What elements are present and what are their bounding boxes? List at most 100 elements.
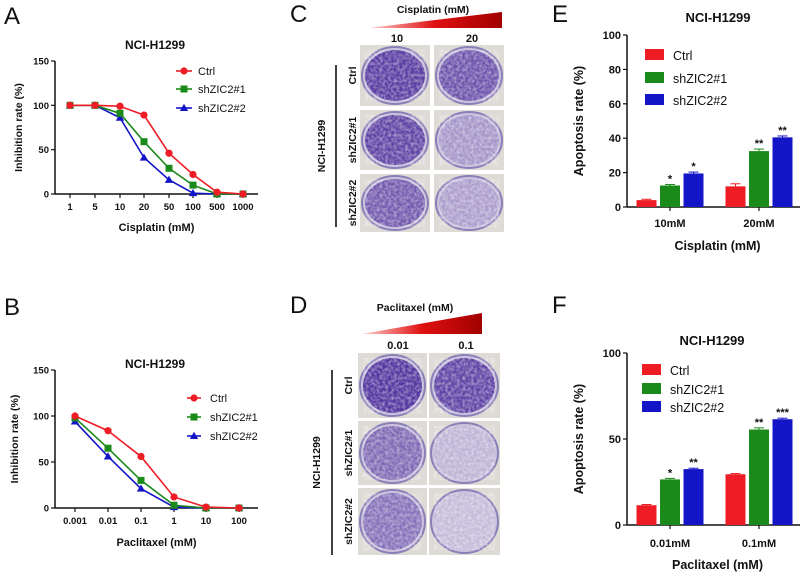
legend-marker xyxy=(179,103,189,111)
data-point-ctrl xyxy=(239,190,247,198)
x-tick-label: 0.1 xyxy=(134,516,148,527)
legend-label: shZIC2#1 xyxy=(198,84,246,96)
y-tick-label: 60 xyxy=(609,99,621,111)
dose-label: 10 xyxy=(391,33,403,45)
x-tick-label: 10mM xyxy=(654,218,685,230)
legend-marker xyxy=(190,413,198,421)
well-texture xyxy=(439,115,499,165)
significance-marker: ** xyxy=(689,457,698,469)
y-tick-label: 0 xyxy=(615,520,621,532)
dose-wedge xyxy=(362,313,482,334)
bar-chart-f: NCI-H1299 0 50 100 0.01mM 0.1mM Paclitaxel (mM… xyxy=(572,333,800,572)
data-point-ctrl xyxy=(91,101,99,109)
legend-marker xyxy=(180,67,188,75)
bar-ctrl xyxy=(636,200,657,207)
line-chart-b: NCI-H1299 0 50 100 150 0.001 0.01 0.1 1 10 100 Pacl… xyxy=(9,357,258,549)
data-point-ctrl xyxy=(71,412,79,420)
y-tick-label: 0 xyxy=(44,190,49,201)
legend-label: Ctrl xyxy=(198,66,215,78)
well-texture xyxy=(434,426,495,480)
legend-label: shZIC2#2 xyxy=(670,401,724,415)
y-axis-label: Apoptosis rate (%) xyxy=(572,384,586,494)
bar-sh2 xyxy=(772,137,793,207)
chart-title: NCI-H1299 xyxy=(679,333,744,348)
significance-marker: ** xyxy=(778,125,787,137)
bar-sh2 xyxy=(683,173,704,207)
y-tick-label: 50 xyxy=(38,458,49,469)
data-point-ctrl xyxy=(165,149,173,157)
legend-label: Ctrl xyxy=(673,49,692,63)
row-label: shZIC2#2 xyxy=(347,179,359,226)
line-chart-a: NCI-H1299 0 50 100 150 1 5 10 20 50 100 500 1000 Cisp… xyxy=(13,38,258,234)
bar-sh1 xyxy=(749,429,769,525)
legend-swatch xyxy=(642,383,661,394)
data-point-ctrl xyxy=(137,452,145,461)
x-tick-label: 10 xyxy=(201,516,212,527)
cell-line-label: NCI-H1299 xyxy=(316,120,328,173)
dose-wedge xyxy=(368,12,502,28)
significance-marker: * xyxy=(668,467,673,479)
data-point-ctrl xyxy=(140,111,148,119)
y-tick-label: 50 xyxy=(609,434,621,446)
legend-swatch xyxy=(645,49,664,60)
data-point-ctrl xyxy=(66,101,74,109)
series-line-ctrl xyxy=(70,104,244,195)
significance-marker: * xyxy=(668,173,673,185)
x-tick-label: 1000 xyxy=(232,202,253,213)
legend-swatch xyxy=(645,94,664,105)
dose-label: 0.1 xyxy=(458,340,473,352)
y-tick-label: 80 xyxy=(609,64,621,76)
x-tick-label: 0.01 xyxy=(99,516,118,527)
dose-gradient-label: Paclitaxel (mM) xyxy=(377,302,453,314)
legend-label: shZIC2#2 xyxy=(210,431,258,443)
x-tick-label: 1 xyxy=(171,516,177,527)
y-tick-label: 40 xyxy=(609,133,621,145)
row-label: shZIC2#2 xyxy=(343,498,355,545)
panel-letter-b: B xyxy=(4,294,20,321)
panel-letter-d: D xyxy=(290,292,307,319)
y-tick-label: 100 xyxy=(33,101,49,112)
y-tick-label: 150 xyxy=(33,57,49,68)
panel-letter-e: E xyxy=(552,1,568,28)
data-point-sh2 xyxy=(103,452,113,460)
legend-swatch xyxy=(642,364,661,375)
legend-label: shZIC2#2 xyxy=(673,94,727,108)
x-tick-label: 20mM xyxy=(743,218,774,230)
significance-marker: *** xyxy=(776,407,790,419)
well-texture xyxy=(365,179,425,227)
x-axis-label: Cisplatin (mM) xyxy=(674,239,760,253)
legend-marker xyxy=(190,394,198,402)
x-tick-label: 5 xyxy=(92,202,98,213)
y-tick-label: 150 xyxy=(33,366,49,377)
legend-label: shZIC2#2 xyxy=(198,103,246,115)
x-tick-label: 0.01mM xyxy=(650,538,690,550)
data-point-ctrl xyxy=(116,102,124,110)
significance-marker: ** xyxy=(755,138,764,150)
x-tick-label: 100 xyxy=(231,516,247,527)
bar-sh1 xyxy=(749,151,769,207)
y-tick-label: 0 xyxy=(615,202,621,214)
data-point-sh1 xyxy=(189,181,197,189)
well-texture xyxy=(365,50,425,101)
y-tick-label: 100 xyxy=(603,30,621,42)
data-point-sh2 xyxy=(188,188,198,197)
legend-swatch xyxy=(645,72,664,83)
bar-sh2 xyxy=(683,469,704,525)
data-point-ctrl xyxy=(170,493,178,501)
bar-ctrl xyxy=(636,505,657,525)
colony-panel-c: Cisplatin (mM) 10 20 NCI-H1299 Ctrl shZIC2#1 s… xyxy=(316,4,504,232)
bar-ctrl xyxy=(725,474,746,525)
panel-letter-f: F xyxy=(552,292,567,319)
row-label: Ctrl xyxy=(343,376,355,394)
row-label: shZIC2#1 xyxy=(343,429,355,476)
legend-marker xyxy=(189,431,199,439)
well-texture xyxy=(434,493,495,550)
well-texture xyxy=(439,50,499,101)
x-tick-label: 1 xyxy=(67,202,73,213)
legend-label: shZIC2#1 xyxy=(673,72,727,86)
data-point-sh2 xyxy=(139,153,149,161)
x-tick-label: 0.001 xyxy=(63,516,87,527)
bar-chart-e: NCI-H1299 0 20 40 60 80 100 10mM 20mM Cisplatin (… xyxy=(572,10,800,253)
data-point-sh1 xyxy=(140,138,148,146)
x-tick-label: 500 xyxy=(209,202,225,213)
